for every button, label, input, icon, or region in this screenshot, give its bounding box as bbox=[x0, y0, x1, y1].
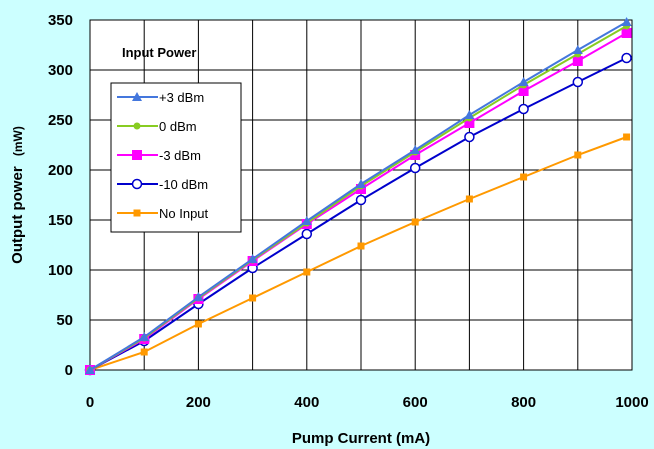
legend-item: No Input bbox=[117, 206, 209, 221]
data-point bbox=[301, 228, 313, 240]
data-point bbox=[355, 194, 367, 206]
data-point bbox=[194, 320, 202, 328]
data-point bbox=[133, 122, 141, 130]
legend-label: +3 dBm bbox=[159, 90, 204, 105]
data-point bbox=[464, 118, 475, 128]
data-point bbox=[357, 242, 365, 250]
y-tick-label: 300 bbox=[48, 62, 73, 79]
data-point bbox=[411, 218, 419, 226]
legend-label: -3 dBm bbox=[159, 148, 201, 163]
legend-items: +3 dBm 0 dBm -3 dBm -10 dBm No Input bbox=[117, 90, 209, 221]
x-tick-label: 400 bbox=[294, 394, 319, 411]
data-point bbox=[140, 348, 148, 356]
data-point bbox=[518, 77, 529, 86]
data-point bbox=[518, 103, 529, 115]
data-point bbox=[465, 195, 473, 203]
data-point bbox=[247, 254, 258, 263]
legend-label: No Input bbox=[159, 206, 209, 221]
y-tick-label: 250 bbox=[48, 112, 73, 129]
data-point bbox=[574, 151, 582, 159]
legend-item: +3 dBm bbox=[117, 90, 204, 105]
data-point bbox=[621, 17, 632, 26]
data-point bbox=[133, 209, 141, 217]
x-tick-label: 200 bbox=[186, 394, 211, 411]
data-point bbox=[139, 332, 150, 341]
series--3-dbm bbox=[85, 17, 632, 374]
data-point bbox=[572, 45, 583, 54]
data-point bbox=[572, 76, 584, 88]
data-point bbox=[520, 173, 528, 181]
data-point bbox=[410, 145, 421, 154]
data-point bbox=[249, 294, 257, 302]
data-point bbox=[464, 110, 475, 119]
legend-label: 0 dBm bbox=[159, 119, 197, 134]
x-tick-label: 1000 bbox=[615, 394, 648, 411]
data-point bbox=[464, 131, 475, 143]
data-point bbox=[621, 52, 632, 64]
y-axis-title-main: Output power bbox=[9, 166, 26, 264]
y-tick-label: 100 bbox=[48, 262, 73, 279]
y-tick-label: 350 bbox=[48, 12, 73, 29]
data-point bbox=[623, 133, 631, 141]
legend-item: -3 dBm bbox=[117, 148, 201, 163]
x-tick-label: 600 bbox=[403, 394, 428, 411]
data-point bbox=[131, 178, 143, 190]
data-point bbox=[85, 365, 95, 374]
y-axis-title-unit: (mW) bbox=[11, 126, 25, 156]
data-point bbox=[132, 150, 142, 160]
y-tick-label: 150 bbox=[48, 212, 73, 229]
data-point bbox=[303, 268, 311, 276]
y-axis-title: Output power (mW) bbox=[9, 126, 26, 264]
data-point bbox=[621, 28, 632, 38]
x-tick-label: 0 bbox=[86, 394, 94, 411]
data-point bbox=[193, 292, 204, 301]
legend: Input Power +3 dBm 0 dBm -3 dBm -10 dBm No I… bbox=[110, 45, 242, 233]
x-tick-label: 800 bbox=[511, 394, 536, 411]
data-point bbox=[409, 162, 421, 174]
series-group bbox=[84, 17, 632, 376]
legend-label: -10 dBm bbox=[159, 177, 208, 192]
tick-labels: 0 200 400 600 800 1000 0 50 100 150 200 250 300 350 bbox=[48, 12, 649, 411]
y-tick-label: 0 bbox=[65, 362, 73, 379]
data-point bbox=[518, 86, 529, 96]
legend-item: 0 dBm bbox=[117, 119, 197, 134]
data-point bbox=[301, 216, 312, 225]
legend-item: -10 dBm bbox=[117, 177, 208, 192]
data-point bbox=[356, 179, 366, 188]
y-tick-label: 200 bbox=[48, 162, 73, 179]
x-axis-title: Pump Current (mA) bbox=[292, 430, 430, 447]
data-point bbox=[572, 56, 583, 66]
y-tick-label: 50 bbox=[56, 312, 73, 329]
plot-border bbox=[89, 19, 633, 371]
legend-title: Input Power bbox=[122, 45, 196, 60]
data-point bbox=[132, 92, 142, 101]
